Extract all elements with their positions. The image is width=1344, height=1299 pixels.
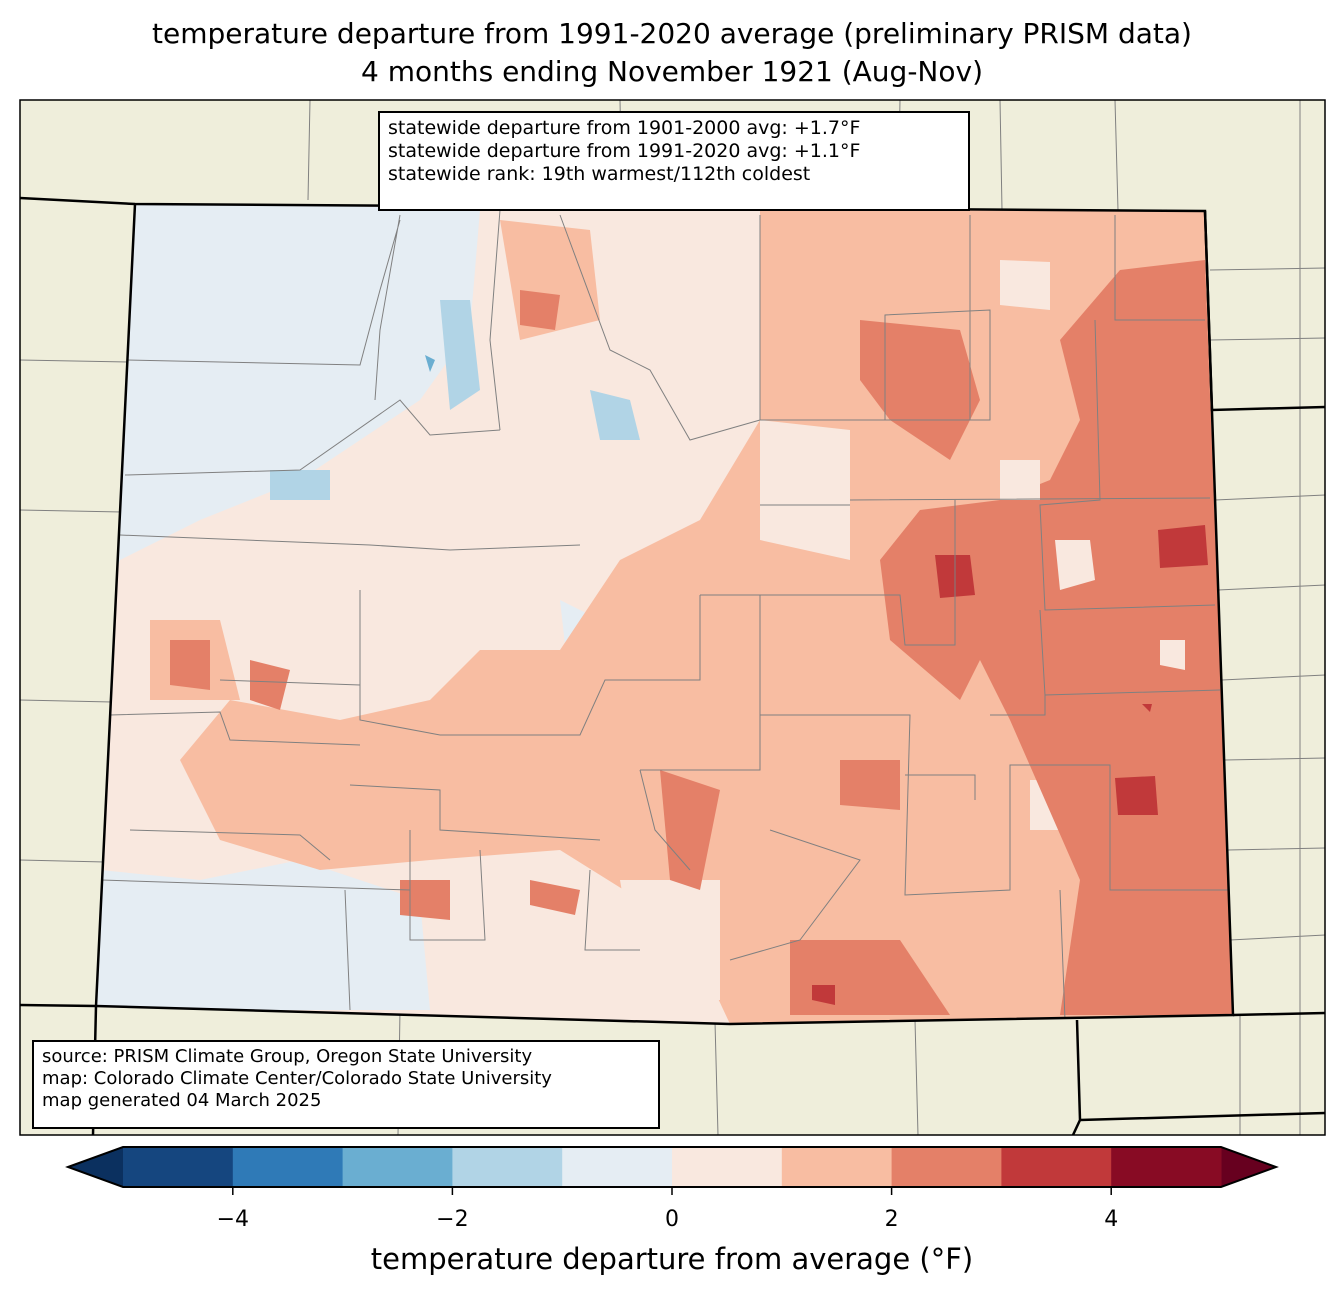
map-subtitle: 4 months ending November 1921 (Aug-Nov) — [360, 55, 983, 88]
statewide-stats-box: statewide departure from 1901-2000 avg: … — [378, 111, 970, 211]
stat-departure-1991-2020: statewide departure from 1991-2020 avg: … — [388, 140, 861, 162]
map-credit-line: map: Colorado Climate Center/Colorado St… — [42, 1068, 552, 1089]
colorbar-bin — [672, 1147, 783, 1187]
county-lines — [99, 209, 1228, 1021]
colorbar-bin — [342, 1147, 453, 1187]
source-box: source: PRISM Climate Group, Oregon Stat… — [32, 1040, 660, 1129]
colorbar-bin — [123, 1147, 234, 1187]
colorbar-bin — [562, 1147, 673, 1187]
colorbar-tick-label: 2 — [884, 1207, 899, 1232]
stat-rank: statewide rank: 19th warmest/112th colde… — [388, 163, 811, 185]
colorbar-tick-label: −2 — [436, 1207, 469, 1232]
state-boundaries — [20, 196, 1325, 1135]
source-line: source: PRISM Climate Group, Oregon Stat… — [42, 1046, 533, 1067]
colorbar-tick-label: −4 — [216, 1207, 250, 1232]
map-title: temperature departure from 1991-2020 ave… — [152, 17, 1192, 50]
temperature-field — [96, 204, 1233, 1024]
map-frame — [19, 99, 1326, 1136]
colorbar — [65, 1146, 1279, 1195]
stat-departure-1901-2000: statewide departure from 1901-2000 avg: … — [388, 117, 861, 139]
colorbar-bin — [891, 1147, 1002, 1187]
colorbar-tick-label: 4 — [1104, 1207, 1119, 1232]
colorbar-tick-label: 0 — [665, 1207, 679, 1232]
colorbar-bin — [781, 1147, 893, 1187]
colorbar-label: temperature departure from average (°F) — [370, 1242, 974, 1276]
colorbar-over-extension — [1221, 1147, 1276, 1187]
colorbar-bin — [1001, 1147, 1112, 1187]
colorbar-outline — [65, 1146, 1279, 1188]
colorbar-bin — [232, 1147, 344, 1187]
generated-date-line: map generated 04 March 2025 — [42, 1090, 322, 1111]
colorbar-bin — [1111, 1147, 1222, 1187]
colorbar-under-extension — [68, 1147, 123, 1187]
colorbar-bin — [452, 1147, 563, 1187]
